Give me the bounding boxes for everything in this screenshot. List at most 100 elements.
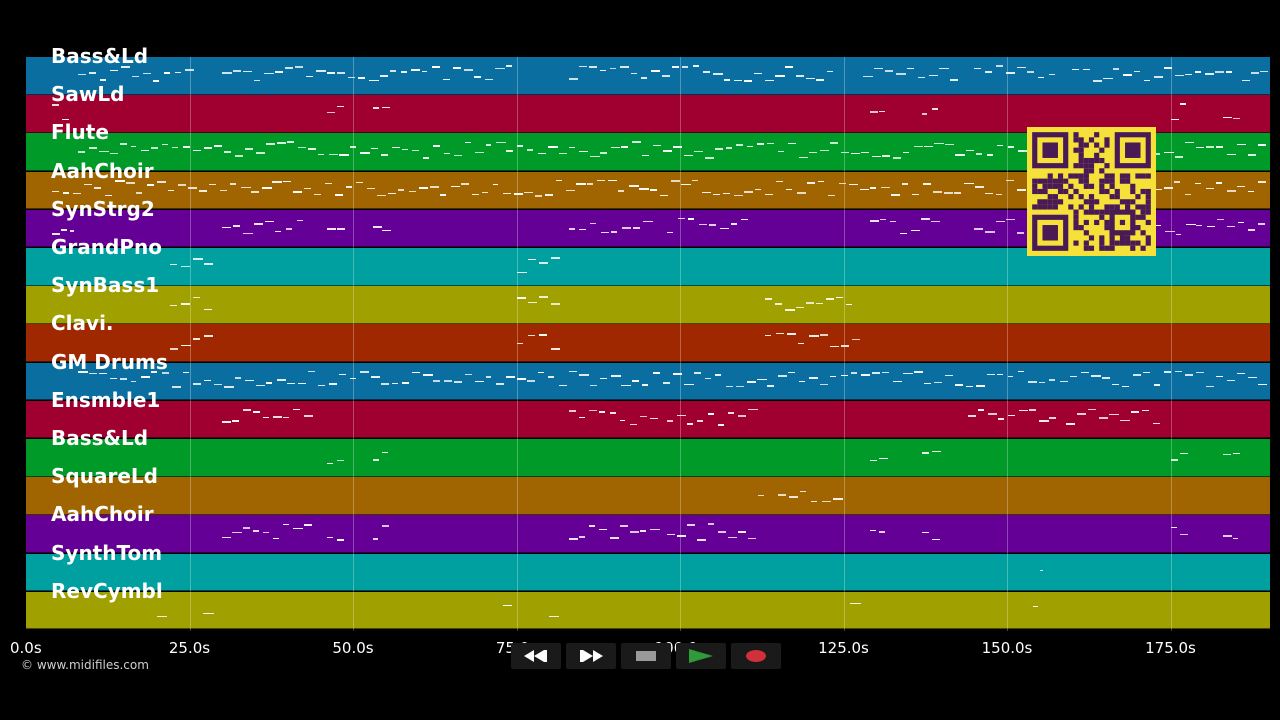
- midi-note: [901, 183, 908, 185]
- midi-note: [284, 67, 294, 69]
- midi-note: [293, 191, 302, 193]
- midi-note: [778, 494, 786, 496]
- midi-note: [224, 151, 232, 153]
- midi-note: [796, 192, 807, 194]
- midi-note: [1131, 411, 1140, 413]
- midi-note: [266, 143, 276, 145]
- midi-note: [1174, 181, 1181, 183]
- midi-note: [558, 152, 568, 155]
- track-lane: [26, 400, 1270, 439]
- midi-note: [610, 67, 617, 70]
- midi-note: [756, 143, 765, 145]
- midi-note: [733, 79, 742, 81]
- midi-note: [78, 371, 89, 373]
- midi-note: [568, 538, 579, 540]
- midi-note: [177, 184, 186, 186]
- midi-note: [746, 145, 753, 148]
- midi-note: [692, 65, 700, 67]
- midi-note: [429, 186, 440, 188]
- midi-note: [819, 383, 828, 386]
- midi-note: [727, 536, 737, 539]
- midi-note: [453, 67, 462, 69]
- midi-note: [243, 70, 253, 73]
- midi-note: [78, 151, 86, 153]
- midi-note: [379, 75, 389, 77]
- midi-note: [934, 381, 942, 384]
- midi-note: [1018, 370, 1025, 373]
- midi-note: [1153, 153, 1160, 155]
- midi-note: [336, 539, 344, 541]
- midi-note: [736, 144, 743, 146]
- track-label: Clavi.: [51, 311, 114, 336]
- midi-note: [723, 79, 730, 81]
- midi-note: [986, 373, 996, 376]
- midi-note: [204, 335, 214, 337]
- midi-note: [303, 524, 313, 526]
- midi-note: [443, 380, 452, 382]
- record-button[interactable]: [731, 643, 781, 669]
- midi-note: [649, 189, 657, 191]
- midi-note: [725, 147, 733, 149]
- midi-note: [806, 77, 815, 80]
- midi-note: [910, 229, 921, 232]
- midi-note: [1206, 225, 1216, 228]
- midi-note: [715, 148, 723, 150]
- midi-note: [52, 190, 60, 193]
- midi-note: [372, 459, 379, 461]
- midi-note: [253, 79, 260, 82]
- midi-note: [391, 382, 398, 385]
- midi-note: [819, 149, 830, 152]
- midi-note: [203, 379, 212, 382]
- midi-note: [172, 146, 179, 149]
- track-label: AahChoir: [51, 502, 154, 527]
- midi-note: [1185, 374, 1193, 376]
- midi-note: [931, 450, 941, 453]
- midi-note: [297, 146, 307, 149]
- midi-note: [600, 231, 610, 234]
- midi-note: [316, 70, 327, 72]
- fast-forward-button[interactable]: [566, 643, 616, 669]
- play-button[interactable]: [676, 643, 726, 669]
- midi-note: [285, 228, 292, 230]
- midi-note: [629, 423, 637, 426]
- midi-note: [775, 303, 783, 305]
- midi-note: [401, 382, 410, 384]
- midi-note: [884, 70, 894, 72]
- midi-note: [1216, 375, 1224, 378]
- midi-note: [630, 72, 637, 75]
- midi-note: [326, 72, 335, 74]
- midi-note: [1247, 376, 1257, 379]
- midi-note: [618, 190, 625, 192]
- rewind-button[interactable]: [511, 643, 561, 669]
- midi-note: [251, 191, 260, 193]
- midi-note: [382, 106, 391, 109]
- midi-note: [232, 420, 240, 422]
- midi-note: [1222, 535, 1233, 537]
- midi-note: [1098, 417, 1108, 419]
- midi-note: [738, 415, 747, 417]
- midi-note: [69, 230, 75, 232]
- midi-note: [1163, 187, 1173, 189]
- midi-note: [974, 186, 984, 188]
- midi-note: [786, 333, 797, 335]
- midi-note: [151, 147, 158, 149]
- track-label: Ensmble1: [51, 387, 161, 412]
- midi-note: [976, 385, 985, 387]
- midi-note: [1184, 73, 1192, 76]
- midi-note: [1258, 144, 1267, 146]
- midi-note: [262, 531, 270, 534]
- midi-note: [1059, 380, 1069, 382]
- midi-note: [651, 70, 661, 72]
- midi-note: [1018, 150, 1028, 152]
- stop-button[interactable]: [621, 643, 671, 669]
- midi-note: [870, 187, 877, 189]
- midi-note: [628, 185, 639, 187]
- midi-note: [1048, 73, 1055, 76]
- midi-note: [933, 191, 942, 193]
- midi-note: [336, 228, 345, 230]
- midi-note: [879, 110, 885, 113]
- midi-note: [986, 154, 993, 156]
- midi-note: [516, 271, 527, 274]
- midi-note: [723, 192, 731, 195]
- midi-note: [503, 192, 511, 195]
